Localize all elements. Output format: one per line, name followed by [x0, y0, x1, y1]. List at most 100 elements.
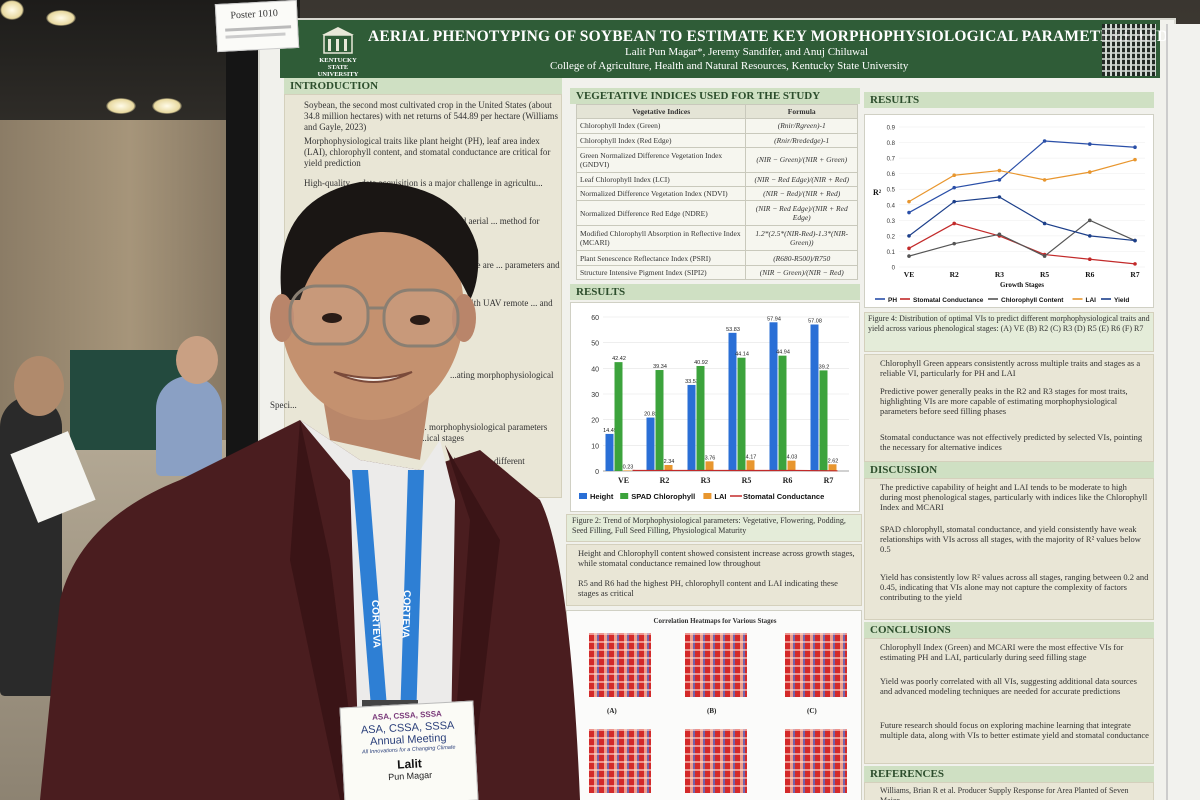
data-point: [1133, 145, 1137, 150]
poster-banner: KENTUCKY STATE UNIVERSITY AERIAL PHENOTY…: [280, 20, 1200, 78]
table-cell: (NIR − Red Edge)/(NIR + Red Edge): [745, 200, 858, 227]
reference-entry: Williams, Brian R et al. Producer Supply…: [880, 786, 1129, 800]
bar: [778, 355, 787, 471]
y-tick-label: 20: [591, 418, 599, 425]
data-point: [1088, 142, 1092, 146]
data-point: [1088, 170, 1092, 174]
discussion-box: [864, 478, 1154, 620]
intro-bullet: Morphophysiological traits like plant he…: [304, 136, 551, 168]
y-tick-label: 0.1: [887, 250, 896, 256]
x-axis-label: Growth Stages: [1000, 281, 1044, 289]
bar: [664, 464, 673, 471]
bar-chart: 0 10 20 30 40 50 60 VE 14.45 42.42 0.23 R2 20.82 39.3…: [579, 315, 849, 501]
bar: [728, 332, 737, 471]
discussion-bullet: SPAD chlorophyll, stomatal conductance, …: [880, 524, 1141, 554]
table-cell: Chlorophyll Index (Red Edge): [575, 132, 747, 148]
line-chart: 0 0.1 0.2 0.3 0.4 0.5 0.6 0.7 0.8 0.9 R² VE R2 R3 R5 R6…: [873, 126, 1145, 304]
legend-label: Yield: [1114, 297, 1129, 304]
y-tick-label: 40: [591, 366, 599, 373]
bar: [828, 464, 837, 471]
heatmap-label: (A): [607, 707, 617, 715]
table-cell: Plant Senescence Reflectance Index (PSRI…: [575, 250, 747, 266]
tag-line: [225, 25, 292, 32]
y-tick-label: 60: [591, 315, 599, 322]
conclusion-bullet: Future research should focus on explorin…: [880, 720, 1149, 740]
bar: [787, 460, 796, 471]
section-discussion: DISCUSSION: [864, 462, 1154, 478]
data-label: 44.14: [735, 352, 749, 358]
ceiling-light: [106, 98, 136, 114]
section-references: REFERENCES: [864, 766, 1154, 782]
data-label: 4.17: [746, 454, 757, 460]
tag-line: [225, 32, 286, 39]
table-cell: Chlorophyll Index (Green): [575, 118, 747, 134]
legend-swatch: [620, 493, 629, 499]
legend-swatch: [703, 493, 712, 499]
data-label: 39.2: [819, 364, 830, 370]
heatmap-b: [685, 633, 747, 697]
data-point: [1042, 178, 1047, 182]
data-label: 33.53: [685, 379, 699, 385]
intro-bullet: Soybean, the second most cultivated crop…: [304, 100, 559, 132]
bar: [605, 433, 614, 471]
poster-title: AERIAL PHENOTYPING OF SOYBEAN TO ESTIMAT…: [368, 28, 1200, 45]
table-row: Normalized Difference Vegetation Index (…: [575, 186, 858, 202]
data-point: [952, 173, 956, 178]
conclusion-bullet: Yield was poorly correlated with all VIs…: [880, 676, 1137, 696]
legend-label: Stomatal Conductance: [913, 297, 984, 304]
line-chart-panel: 0 0.1 0.2 0.3 0.4 0.5 0.6 0.7 0.8 0.9 R² VE R2 R3 R5 R6…: [864, 114, 1154, 308]
data-point: [952, 199, 956, 204]
poster-affiliation: College of Agriculture, Health and Natur…: [550, 60, 909, 72]
references-box: [864, 782, 1154, 800]
table-cell: Normalized Difference Red Edge (NDRE): [575, 200, 747, 227]
y-tick-label: 0: [595, 469, 599, 476]
poster-number: Poster 1010: [230, 7, 279, 22]
results-bullet: Predictive power generally peaks in the …: [880, 386, 1128, 416]
legend-swatch: [579, 493, 587, 499]
data-point: [907, 246, 911, 251]
bar: [646, 417, 655, 471]
heatmap-panel: Correlation Heatmaps for Various Stages …: [566, 610, 862, 800]
section-results-left: RESULTS: [570, 284, 860, 300]
series-line: [908, 222, 1136, 265]
figure4-caption: Figure 4: Distribution of optimal VIs to…: [868, 314, 1150, 333]
data-label: 3.76: [705, 455, 716, 461]
logo-text: KENTUCKY STATE UNIVERSITY: [317, 57, 359, 78]
y-tick-label: 0.3: [887, 219, 896, 225]
table-cell: (R680-R500)/R750: [745, 250, 858, 266]
data-point: [1088, 218, 1092, 223]
intro-bullet: ...P) using unmanned aerial ... method f…: [390, 216, 540, 237]
bar: [696, 365, 705, 471]
x-tick-label: R2: [660, 476, 670, 485]
data-point: [1133, 262, 1137, 266]
data-label: 2.34: [664, 459, 675, 465]
intro-bullet: ...ating morphophysiological: [450, 370, 554, 380]
figure4-caption-box: [864, 312, 1154, 352]
data-point: [997, 232, 1002, 237]
poster-number-tag: Poster 1010: [214, 0, 300, 53]
intro-bullet: ...cal data with UAV remote ... and yiel…: [428, 298, 553, 319]
results-bullet: R5 and R6 had the highest PH, chlorophyl…: [578, 578, 838, 598]
discussion-bullet: Yield has consistently low R² values acr…: [880, 572, 1149, 602]
y-tick-label: 10: [591, 443, 599, 450]
table-row: Chlorophyll Index (Green) (Rnir/Rgreen)-1: [575, 118, 858, 134]
x-tick-label: R5: [1040, 270, 1049, 279]
section-vegetative-indices: VEGETATIVE INDICES USED FOR THE STUDY: [570, 88, 860, 104]
x-tick-label: R7: [824, 476, 834, 485]
data-label: 0.23: [623, 464, 634, 470]
vegetative-indices-table: Vegetative Indices Formula Chlorophyll I…: [575, 103, 858, 281]
heatmap-a: [589, 633, 651, 697]
data-label: 57.08: [808, 318, 822, 324]
adjacent-poster: [1166, 24, 1200, 800]
data-label: 14.45: [603, 428, 617, 434]
section-conclusions: CONCLUSIONS: [864, 622, 1154, 638]
data-label: 53.83: [726, 327, 740, 333]
bystander-man-head: [176, 336, 218, 384]
legend-label: Chlorophyll Content: [1001, 297, 1064, 304]
data-label: 20.82: [644, 412, 658, 418]
table-header: Formula: [745, 103, 858, 120]
data-point: [1042, 139, 1047, 143]
conclusion-bullet: Chlorophyll Index (Green) and MCARI were…: [880, 642, 1124, 662]
y-tick-label: 0.9: [887, 126, 896, 132]
intro-bullet: ... yield across different: [440, 456, 525, 466]
